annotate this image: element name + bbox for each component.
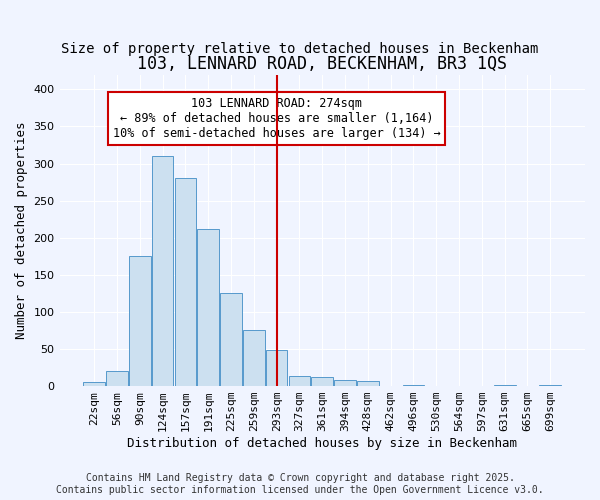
Bar	[175, 178, 196, 386]
X-axis label: Distribution of detached houses by size in Beckenham: Distribution of detached houses by size …	[127, 437, 517, 450]
Y-axis label: Number of detached properties: Number of detached properties	[15, 122, 28, 339]
Bar	[357, 381, 379, 386]
Text: Size of property relative to detached houses in Beckenham: Size of property relative to detached ho…	[61, 42, 539, 56]
Title: 103, LENNARD ROAD, BECKENHAM, BR3 1QS: 103, LENNARD ROAD, BECKENHAM, BR3 1QS	[137, 55, 507, 73]
Bar	[266, 350, 287, 386]
Bar	[220, 294, 242, 386]
Bar	[311, 377, 333, 386]
Bar	[106, 371, 128, 386]
Bar	[83, 382, 105, 386]
Text: 103 LENNARD ROAD: 274sqm
← 89% of detached houses are smaller (1,164)
10% of sem: 103 LENNARD ROAD: 274sqm ← 89% of detach…	[113, 97, 440, 140]
Bar	[129, 256, 151, 386]
Bar	[289, 376, 310, 386]
Text: Contains HM Land Registry data © Crown copyright and database right 2025.
Contai: Contains HM Land Registry data © Crown c…	[56, 474, 544, 495]
Bar	[243, 330, 265, 386]
Bar	[152, 156, 173, 386]
Bar	[334, 380, 356, 386]
Bar	[539, 384, 561, 386]
Bar	[197, 229, 219, 386]
